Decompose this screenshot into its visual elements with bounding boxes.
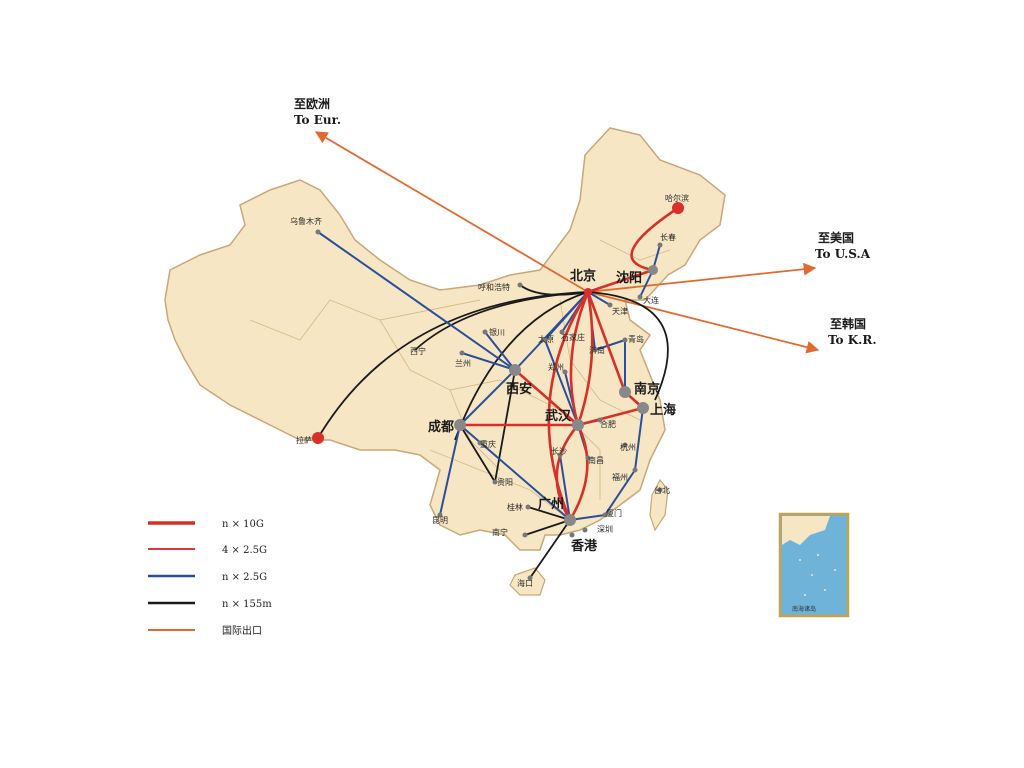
label-chongqing: 重庆 xyxy=(480,439,496,449)
link-to-europe xyxy=(314,131,589,293)
international-labels: 至欧洲 To Eur. 至美国 To U.S.A 至韩国 To K.R. xyxy=(294,96,877,347)
label-changchun: 长春 xyxy=(660,232,676,242)
label-taibei: 台北 xyxy=(654,485,670,495)
label-tianjin: 天津 xyxy=(612,306,628,316)
marker-chengdu xyxy=(454,419,466,431)
legend: n × 10G 4 × 2.5G n × 2.5G n × 155m 国际出口 xyxy=(148,519,272,637)
intl-label-eur-en: To Eur. xyxy=(294,113,341,127)
label-zhengzhou: 郑州 xyxy=(548,362,564,372)
marker-guangzhou xyxy=(564,514,576,526)
label-hohhot: 呼和浩特 xyxy=(478,282,510,292)
label-wuhan: 武汉 xyxy=(545,408,572,424)
label-guangzhou: 广州 xyxy=(538,496,564,512)
label-xiamen: 厦门 xyxy=(606,508,622,518)
label-hangzhou: 杭州 xyxy=(620,442,636,452)
legend-label-intl: 国际出口 xyxy=(222,624,262,637)
label-shenyang: 沈阳 xyxy=(616,270,642,286)
label-lanzhou: 兰州 xyxy=(455,358,471,368)
label-changsha: 长沙 xyxy=(551,446,567,456)
marker-harbin xyxy=(672,202,684,214)
label-lhasa: 拉萨 xyxy=(296,435,312,445)
label-dalian: 大连 xyxy=(643,295,659,305)
label-jinan: 济南 xyxy=(589,345,605,355)
label-guilin: 桂林 xyxy=(507,502,523,512)
label-nanchang: 南昌 xyxy=(588,455,604,465)
marker-wuhan xyxy=(572,419,584,431)
marker-shanghai xyxy=(637,402,649,414)
label-beijing: 北京 xyxy=(570,268,596,284)
city-markers xyxy=(312,202,684,581)
link-to-korea xyxy=(587,291,820,354)
label-chengdu: 成都 xyxy=(428,419,454,435)
hainan-island xyxy=(509,567,546,596)
label-nanning: 南宁 xyxy=(492,527,508,537)
city-labels: 北京 沈阳 哈尔滨 长春 大连 天津 呼和浩特 乌鲁木齐 银川 西宁 兰州 西安… xyxy=(290,193,689,588)
marker-beijing xyxy=(584,288,592,296)
label-shijiazhuang: 石家庄 xyxy=(561,332,585,342)
marker-shenyang xyxy=(648,265,658,275)
label-taiyuan: 太原 xyxy=(538,334,554,344)
label-xining: 西宁 xyxy=(410,346,426,356)
label-fuzhou: 福州 xyxy=(612,473,628,482)
link-to-usa xyxy=(587,262,817,293)
intl-label-kr-cn: 至韩国 xyxy=(830,316,866,331)
international-links xyxy=(314,131,820,354)
label-hongkong: 香港 xyxy=(570,538,598,554)
label-kunming: 昆明 xyxy=(432,516,448,525)
label-shenzhen: 深圳 xyxy=(597,524,613,534)
legend-label-n10g: n × 10G xyxy=(222,519,264,530)
intl-label-kr-en: To K.R. xyxy=(828,333,877,347)
links-10g xyxy=(460,206,679,521)
label-xian: 西安 xyxy=(506,381,532,397)
label-yinchuan: 银川 xyxy=(489,327,505,337)
intl-label-usa-cn: 至美国 xyxy=(818,230,854,245)
links-2-5g xyxy=(317,231,661,521)
taiwan-island xyxy=(649,478,669,532)
legend-label-n155m: n × 155m xyxy=(222,599,272,610)
inset-label: 南海诸岛 xyxy=(792,605,816,613)
legend-label-g25x4: 4 × 2.5G xyxy=(222,545,267,556)
label-harbin: 哈尔滨 xyxy=(665,193,689,203)
legend-label-n25g: n × 2.5G xyxy=(222,572,267,583)
links-155m xyxy=(317,284,669,579)
marker-xian xyxy=(509,364,521,376)
marker-nanjing xyxy=(619,386,631,398)
label-hefei: 合肥 xyxy=(600,419,616,429)
label-urumqi: 乌鲁木齐 xyxy=(290,216,322,226)
intl-label-usa-en: To U.S.A xyxy=(815,247,871,261)
label-shanghai: 上海 xyxy=(650,402,676,418)
marker-lhasa xyxy=(312,432,324,444)
intl-label-eur-cn: 至欧洲 xyxy=(294,96,330,111)
label-haikou: 海口 xyxy=(517,578,533,588)
south-china-sea-inset: 南海诸岛 xyxy=(778,512,850,618)
label-qingdao: 青岛 xyxy=(628,334,644,344)
label-nanjing: 南京 xyxy=(634,381,660,397)
label-guiyang: 贵阳 xyxy=(497,477,513,487)
